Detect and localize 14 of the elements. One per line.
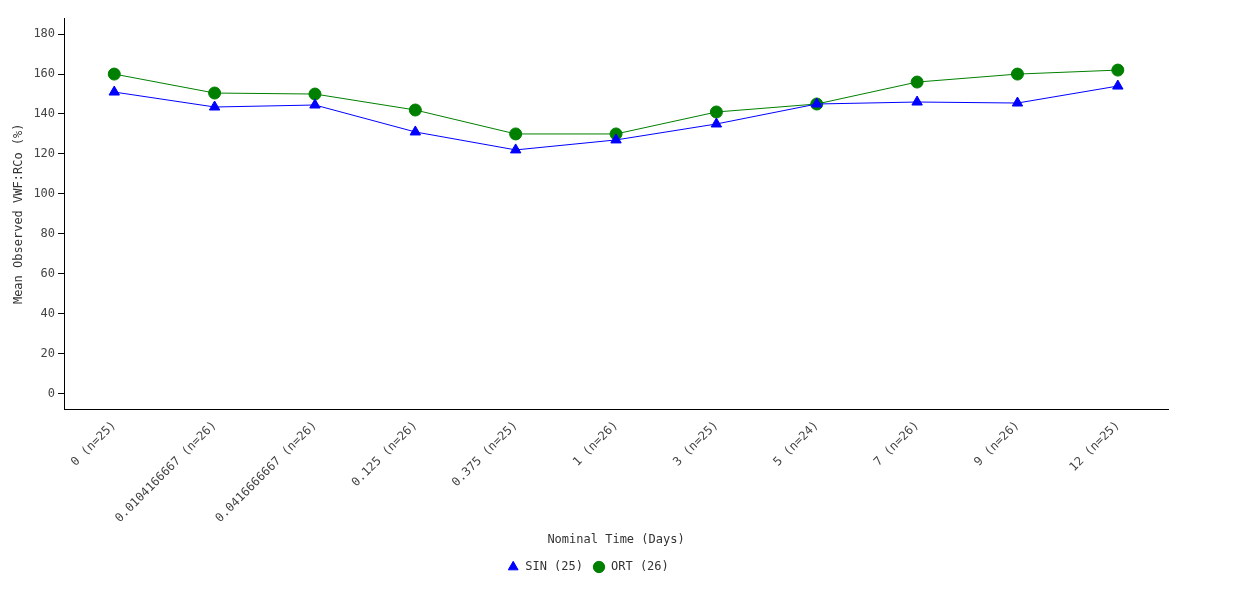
y-axis-title: Mean Observed VWF:RCo (%) [11,123,26,305]
y-tick-label: 100 [33,185,56,200]
y-tick-label: 0 [47,385,56,400]
y-tick-label: 160 [33,66,56,81]
y-tick-label: 20 [40,345,56,360]
y-tick-label: 40 [40,305,56,320]
y-tick-label: 180 [33,26,56,41]
y-tick-label: 120 [33,146,56,161]
legend-label: ORT (26) [611,559,669,574]
x-axis-title: Nominal Time (Days) [547,531,685,546]
y-tick-label: 80 [40,225,56,240]
legend-label: SIN (25) [525,559,583,574]
y-tick-label: 60 [40,265,56,280]
y-tick-label: 140 [33,106,56,121]
